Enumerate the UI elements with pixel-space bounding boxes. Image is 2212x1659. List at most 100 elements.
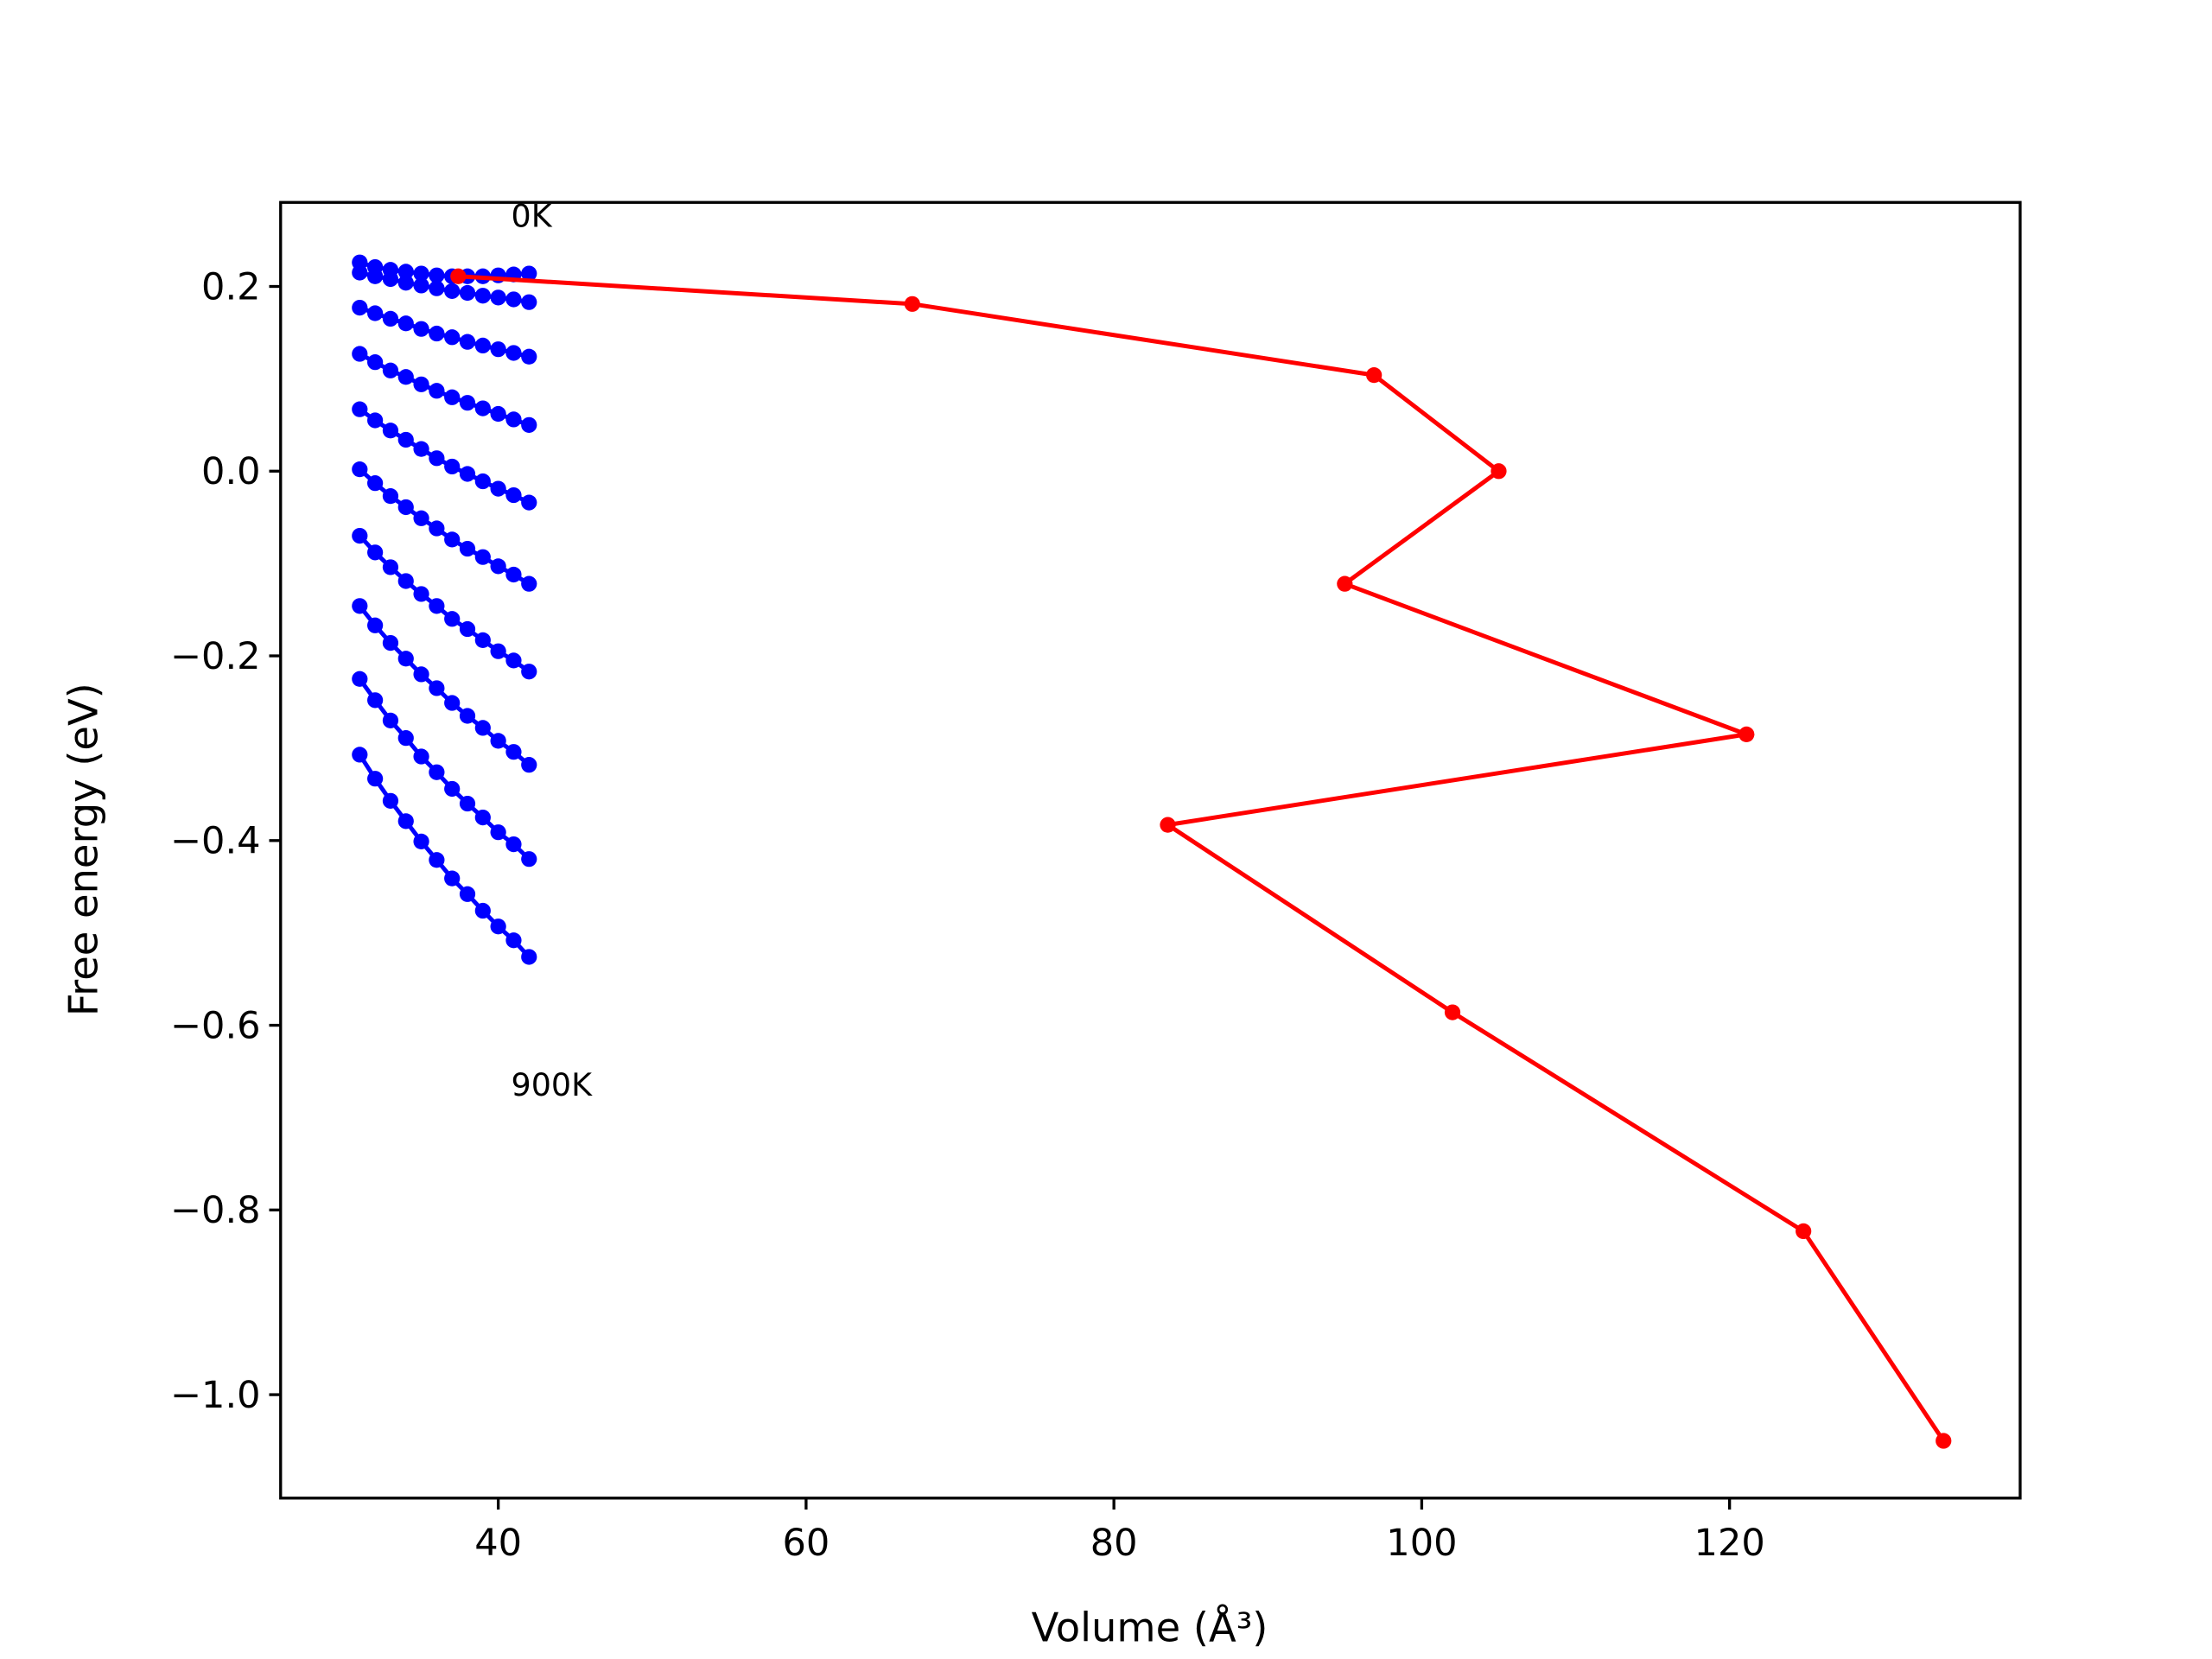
point (505, 345, 522, 361)
point (413, 277, 429, 294)
point (1738, 726, 1755, 743)
y-tick-label: −0.2 (170, 635, 261, 678)
point (367, 544, 384, 561)
point (413, 376, 429, 392)
point (413, 321, 429, 337)
point (352, 598, 368, 614)
point (490, 733, 506, 749)
y-tick-label: −0.4 (170, 820, 261, 863)
x-tick-label: 80 (1090, 1522, 1138, 1565)
point (1337, 575, 1353, 592)
point (505, 652, 522, 669)
point (474, 473, 491, 490)
point (490, 643, 506, 659)
point (352, 401, 368, 417)
y-tick-label: 0.0 (201, 450, 261, 493)
point (429, 680, 445, 696)
point (904, 296, 920, 312)
point (521, 416, 537, 433)
x-tick-label: 100 (1386, 1522, 1457, 1565)
annotation: 0K (512, 197, 553, 234)
point (444, 870, 461, 887)
plot-frame (279, 200, 2022, 1500)
point (505, 411, 522, 428)
y-tick-label: 0.2 (201, 265, 261, 308)
point (367, 268, 384, 284)
point (521, 348, 537, 365)
point (413, 748, 429, 765)
point (352, 346, 368, 362)
point (444, 695, 461, 711)
point (397, 264, 414, 280)
point (474, 720, 491, 736)
point (450, 268, 467, 284)
x-tick-label: 60 (782, 1522, 830, 1565)
point (429, 520, 445, 537)
point (505, 566, 522, 583)
point (490, 289, 506, 306)
point (413, 833, 429, 849)
point (444, 283, 461, 299)
point (367, 771, 384, 787)
point (521, 851, 537, 868)
point (444, 780, 461, 798)
point (367, 475, 384, 492)
point (1936, 1433, 1952, 1449)
point (505, 486, 522, 504)
point (397, 315, 414, 332)
point (444, 458, 461, 475)
y-axis-label: Free energy (eV) (60, 683, 107, 1016)
point (382, 792, 399, 809)
point (429, 325, 445, 342)
x-axis-label: Volume (Å³) (1032, 1604, 1268, 1650)
point (505, 291, 522, 308)
point (490, 558, 506, 575)
point (397, 651, 414, 667)
point (474, 549, 491, 565)
point (459, 886, 476, 902)
point (382, 712, 399, 728)
point (429, 598, 445, 614)
y-tick-label: −0.8 (170, 1189, 261, 1232)
point (352, 264, 368, 281)
y-tick-label: −1.0 (170, 1374, 261, 1417)
point (352, 461, 368, 478)
point (1366, 367, 1382, 384)
point (474, 632, 491, 648)
point (397, 431, 414, 448)
point (1444, 1004, 1461, 1020)
point (459, 708, 476, 724)
point (1491, 463, 1507, 480)
point (397, 730, 414, 747)
point (429, 450, 445, 467)
point (397, 499, 414, 516)
point (352, 299, 368, 316)
point (429, 383, 445, 399)
point (382, 270, 399, 288)
x-tick-label: 40 (474, 1522, 522, 1565)
point (367, 692, 384, 709)
point (1160, 817, 1176, 833)
point (444, 531, 461, 548)
point (429, 280, 445, 296)
point (367, 354, 384, 371)
point (352, 527, 368, 544)
point (474, 809, 491, 826)
point (413, 666, 429, 683)
point (521, 664, 537, 680)
x-tick-label: 120 (1694, 1522, 1765, 1565)
point (521, 949, 537, 965)
point (459, 540, 476, 557)
point (397, 573, 414, 589)
point (490, 405, 506, 423)
y-tick-label: −0.6 (170, 1004, 261, 1047)
point (521, 575, 537, 592)
point (474, 337, 491, 354)
point (521, 757, 537, 773)
series-line (458, 274, 1946, 1442)
point (521, 265, 537, 282)
point (367, 305, 384, 321)
point (505, 932, 522, 949)
point (490, 918, 506, 935)
